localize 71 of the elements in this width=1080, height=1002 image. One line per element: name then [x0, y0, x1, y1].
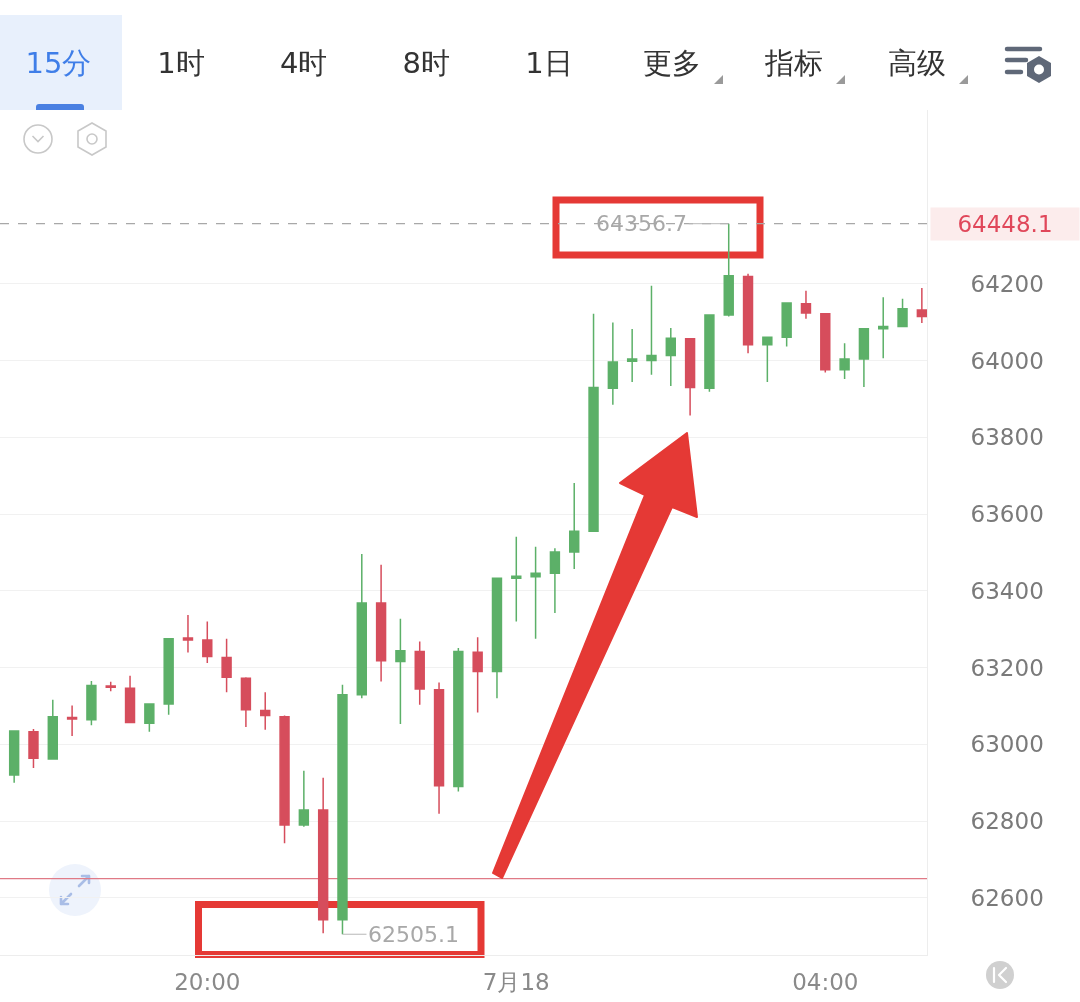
candlestick — [742, 273, 754, 355]
candlestick — [723, 222, 734, 318]
y-tick-label: 64000 — [970, 347, 1044, 374]
candlestick — [781, 302, 792, 348]
candlestick — [569, 482, 580, 570]
candlestick — [800, 289, 812, 320]
candlestick — [665, 327, 676, 387]
x-tick-label: 7月18 — [482, 968, 550, 995]
candlestick — [182, 614, 194, 654]
candlestick — [491, 577, 503, 700]
candlestick — [414, 640, 425, 706]
text: 15分 — [25, 46, 92, 80]
candlestick — [337, 684, 348, 935]
candlestick — [607, 321, 619, 406]
candlestick — [8, 730, 20, 784]
candlestick — [86, 680, 97, 726]
candlestick — [646, 285, 657, 376]
candlestick — [878, 296, 889, 360]
text: 1时 — [157, 46, 205, 80]
candlestick — [202, 620, 213, 664]
candlestick — [298, 770, 310, 828]
y-tick-label: 63400 — [970, 577, 1044, 604]
y-tick-label: 62800 — [970, 808, 1044, 835]
x-tick-label: 04:00 — [792, 968, 859, 995]
annotation: 64356.7 — [596, 211, 687, 236]
candlestick — [897, 298, 908, 328]
candlestick — [279, 714, 290, 845]
candlestick — [317, 776, 329, 934]
y-tick-label: 63200 — [970, 654, 1044, 681]
candlestick — [762, 336, 773, 383]
candlestick — [144, 703, 155, 733]
text: 8时 — [402, 46, 451, 80]
candlestick — [916, 287, 927, 324]
x-tick-label: 20:00 — [174, 968, 241, 995]
candlestick — [549, 547, 561, 614]
candlestick — [839, 342, 850, 380]
candlestick — [375, 563, 387, 683]
y-tick-label: 62600 — [970, 884, 1044, 911]
candlestick — [28, 728, 39, 769]
candlestick — [240, 676, 252, 728]
candlestick — [124, 674, 136, 724]
candlestick — [395, 618, 406, 725]
candlestick — [453, 647, 464, 793]
y-tick-label: 63000 — [970, 731, 1044, 758]
y-tick-label: 63800 — [970, 424, 1044, 451]
candlestick — [472, 636, 483, 714]
candlestick — [356, 553, 367, 700]
y-tick-label: 64200 — [970, 270, 1044, 297]
candlestick — [530, 545, 541, 640]
candlestick — [704, 314, 715, 393]
annotation: 62505.1 — [368, 922, 459, 947]
y-tick-label: 63600 — [970, 501, 1044, 528]
candlestick — [260, 691, 271, 731]
candlestick — [433, 681, 445, 815]
candlestick — [221, 638, 232, 693]
candlestick — [684, 337, 696, 417]
candlestick — [66, 704, 78, 737]
candlestick — [820, 313, 831, 374]
candlestick — [105, 681, 116, 693]
candlestick — [511, 535, 522, 623]
text: 高级 — [887, 46, 946, 80]
candlestick — [626, 328, 638, 383]
text: 64448.1 — [957, 211, 1053, 237]
candlestick — [163, 638, 174, 716]
candlestick — [588, 313, 599, 533]
text: 更多 — [642, 46, 701, 80]
text: 4时 — [279, 46, 328, 80]
candlestick — [47, 699, 58, 760]
text: 1日 — [525, 46, 573, 80]
candlestick — [858, 327, 870, 388]
text: 指标 — [765, 46, 824, 80]
